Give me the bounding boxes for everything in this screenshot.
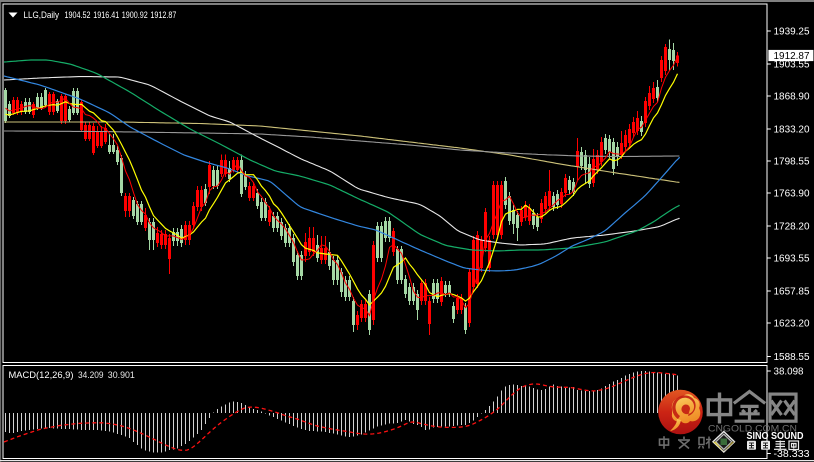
- svg-text:SINO SOUND: SINO SOUND: [747, 430, 804, 442]
- svg-text:1904.52: 1904.52: [65, 10, 91, 21]
- svg-text:1900.92: 1900.92: [122, 10, 148, 21]
- svg-text:CNGOLD.COM.CN: CNGOLD.COM.CN: [708, 424, 797, 434]
- svg-text:1912.87: 1912.87: [774, 51, 810, 62]
- svg-text:1623.20: 1623.20: [774, 319, 810, 330]
- svg-text:1728.20: 1728.20: [774, 222, 810, 233]
- svg-text:1868.90: 1868.90: [774, 92, 810, 103]
- svg-text:38.098: 38.098: [774, 367, 804, 378]
- svg-text:1912.87: 1912.87: [150, 10, 176, 21]
- svg-text:1939.25: 1939.25: [774, 27, 810, 38]
- svg-text:MACD(12,26,9): MACD(12,26,9): [9, 370, 74, 381]
- svg-text:30.901: 30.901: [108, 370, 135, 381]
- svg-text:1657.85: 1657.85: [774, 287, 810, 298]
- svg-text:1693.55: 1693.55: [774, 254, 810, 265]
- svg-text:1903.55: 1903.55: [774, 60, 810, 71]
- svg-text:LLG,Daily: LLG,Daily: [24, 10, 60, 21]
- svg-text:1763.90: 1763.90: [774, 189, 810, 200]
- svg-text:1916.41: 1916.41: [93, 10, 119, 21]
- svg-text:-38.333: -38.333: [774, 449, 810, 460]
- svg-text:34.209: 34.209: [78, 370, 104, 381]
- svg-text:1798.55: 1798.55: [774, 157, 810, 168]
- svg-text:1588.55: 1588.55: [774, 352, 810, 363]
- svg-text:1833.20: 1833.20: [774, 125, 810, 136]
